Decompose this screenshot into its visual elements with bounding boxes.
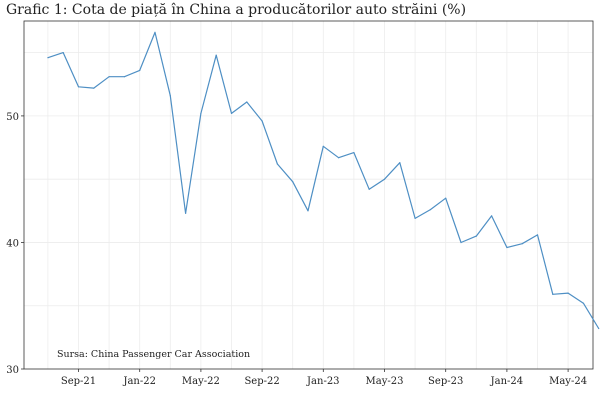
data-point [139,69,141,71]
x-tick-label: Sep-22 [244,376,279,387]
x-tick-label: Jan-22 [122,376,156,387]
x-tick-label: May-22 [182,376,220,387]
data-point [154,31,156,33]
data-point [169,95,171,97]
data-point [246,101,248,103]
data-point [276,163,278,165]
data-point [322,145,324,147]
data-point [185,212,187,214]
data-point [460,241,462,244]
source-note: Sursa: China Passenger Car Association [57,349,250,360]
y-tick-label: 40 [6,238,19,249]
data-point [108,76,110,78]
series-layer [47,31,600,330]
data-point [598,327,600,330]
data-point [230,112,233,114]
y-tick-label: 50 [6,112,19,123]
data-point [353,152,355,154]
x-tick-label: May-24 [549,376,587,387]
data-point [414,217,416,219]
data-point [506,246,508,249]
data-point [536,234,539,236]
data-point [338,157,340,159]
grid-layer [24,21,593,370]
data-point [552,293,554,295]
data-point [521,243,523,245]
data-point [123,76,125,78]
panel-border [23,20,594,370]
data-point [77,86,80,88]
tick-layer: 30 40 50 Sep-21 Jan-22 May-22 Sep-22 Jan-23 May-… [6,112,587,387]
data-point [47,57,49,59]
data-point [567,292,569,294]
data-point [62,52,64,54]
data-point [93,87,95,89]
x-tick-label: Sep-23 [428,376,463,387]
data-point [383,178,386,180]
chart-title: Grafic 1: Cota de piață în China a produ… [6,2,467,18]
data-point [368,188,370,190]
x-tick-label: Jan-24 [490,376,524,387]
x-tick-label: May-23 [366,376,404,387]
data-point [445,197,447,199]
data-point [261,120,263,122]
y-tick-label: 30 [6,365,19,376]
data-point [582,302,585,304]
data-point [200,112,202,114]
data-point [491,215,493,217]
data-point [215,54,217,56]
data-point [292,181,294,183]
data-point [307,210,309,212]
data-point [475,235,477,237]
data-point [429,209,431,211]
x-tick-label: Sep-21 [61,376,96,387]
data-point [399,162,401,164]
x-tick-label: Jan-23 [306,376,340,387]
